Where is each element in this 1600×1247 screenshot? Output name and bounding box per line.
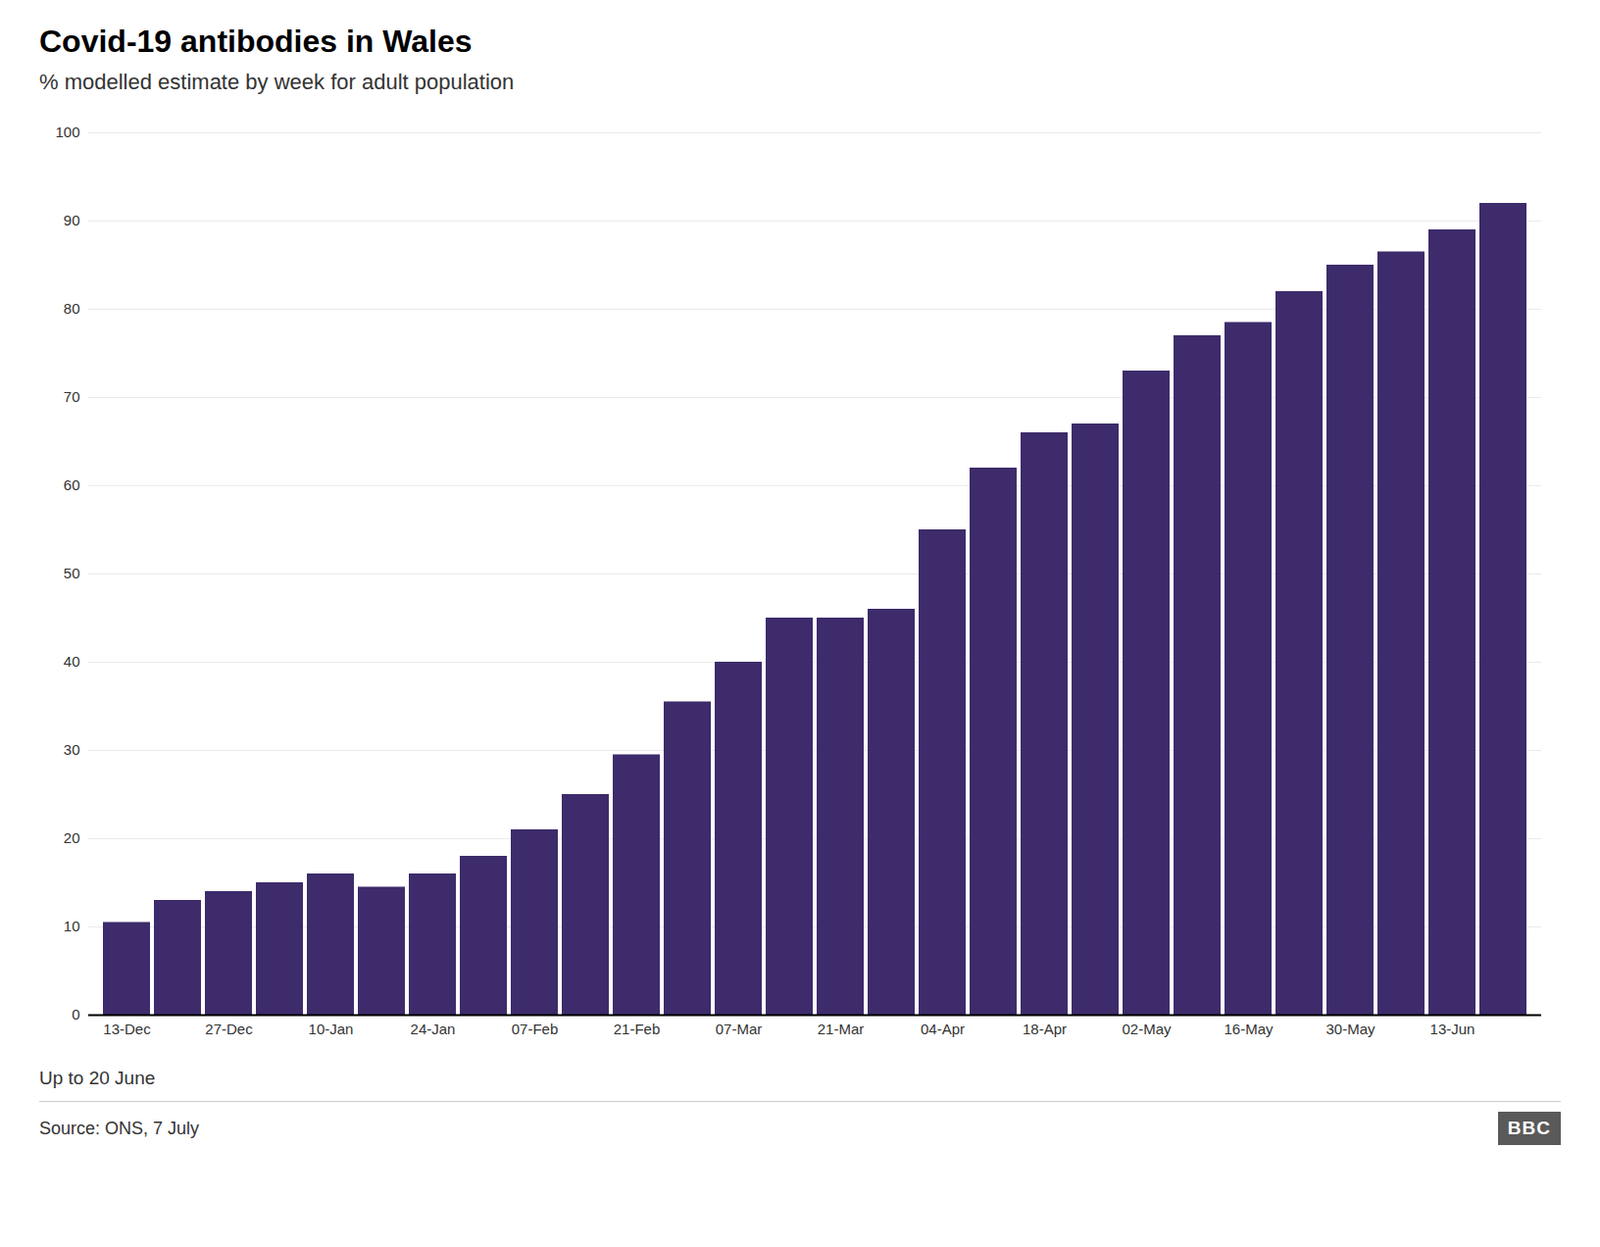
svg-text:21-Feb: 21-Feb — [613, 1020, 661, 1038]
svg-text:10: 10 — [63, 917, 81, 935]
html-text:Up to 20 June: Up to 20 June — [39, 1067, 156, 1089]
svg-text:27-Dec: 27-Dec — [204, 1020, 253, 1038]
html-text:Source: ONS, 7 July: Source: ONS, 7 July — [39, 1118, 200, 1138]
svg-text:30-May: 30-May — [1325, 1020, 1376, 1038]
svg-text:60: 60 — [63, 476, 81, 494]
svg-text:21-Mar: 21-Mar — [817, 1020, 865, 1038]
svg-text:16-May: 16-May — [1223, 1020, 1274, 1038]
svg-text:0: 0 — [71, 1005, 80, 1023]
svg-text:50: 50 — [63, 564, 81, 582]
svg-text:02-May: 02-May — [1121, 1020, 1172, 1038]
svg-text:100: 100 — [54, 123, 80, 141]
svg-text:04-Apr: 04-Apr — [920, 1020, 965, 1038]
html-text:Covid-19 antibodies in Wales: Covid-19 antibodies in Wales — [39, 23, 473, 59]
html-text:BBC: BBC — [1507, 1117, 1551, 1139]
html-text:% modelled estimate by week fo: % modelled estimate by week for adult po… — [39, 69, 515, 95]
svg-text:13-Jun: 13-Jun — [1430, 1020, 1476, 1038]
svg-text:18-Apr: 18-Apr — [1022, 1020, 1067, 1038]
svg-text:07-Mar: 07-Mar — [715, 1020, 763, 1038]
svg-text:40: 40 — [63, 652, 81, 670]
svg-text:10-Jan: 10-Jan — [308, 1020, 354, 1038]
svg-text:24-Jan: 24-Jan — [410, 1020, 456, 1038]
svg-text:90: 90 — [63, 211, 81, 229]
svg-text:07-Feb: 07-Feb — [511, 1020, 559, 1038]
svg-text:70: 70 — [63, 388, 81, 405]
svg-text:30: 30 — [63, 741, 81, 758]
svg-text:13-Dec: 13-Dec — [102, 1020, 151, 1038]
svg-text:20: 20 — [63, 829, 81, 847]
svg-text:80: 80 — [63, 300, 81, 317]
